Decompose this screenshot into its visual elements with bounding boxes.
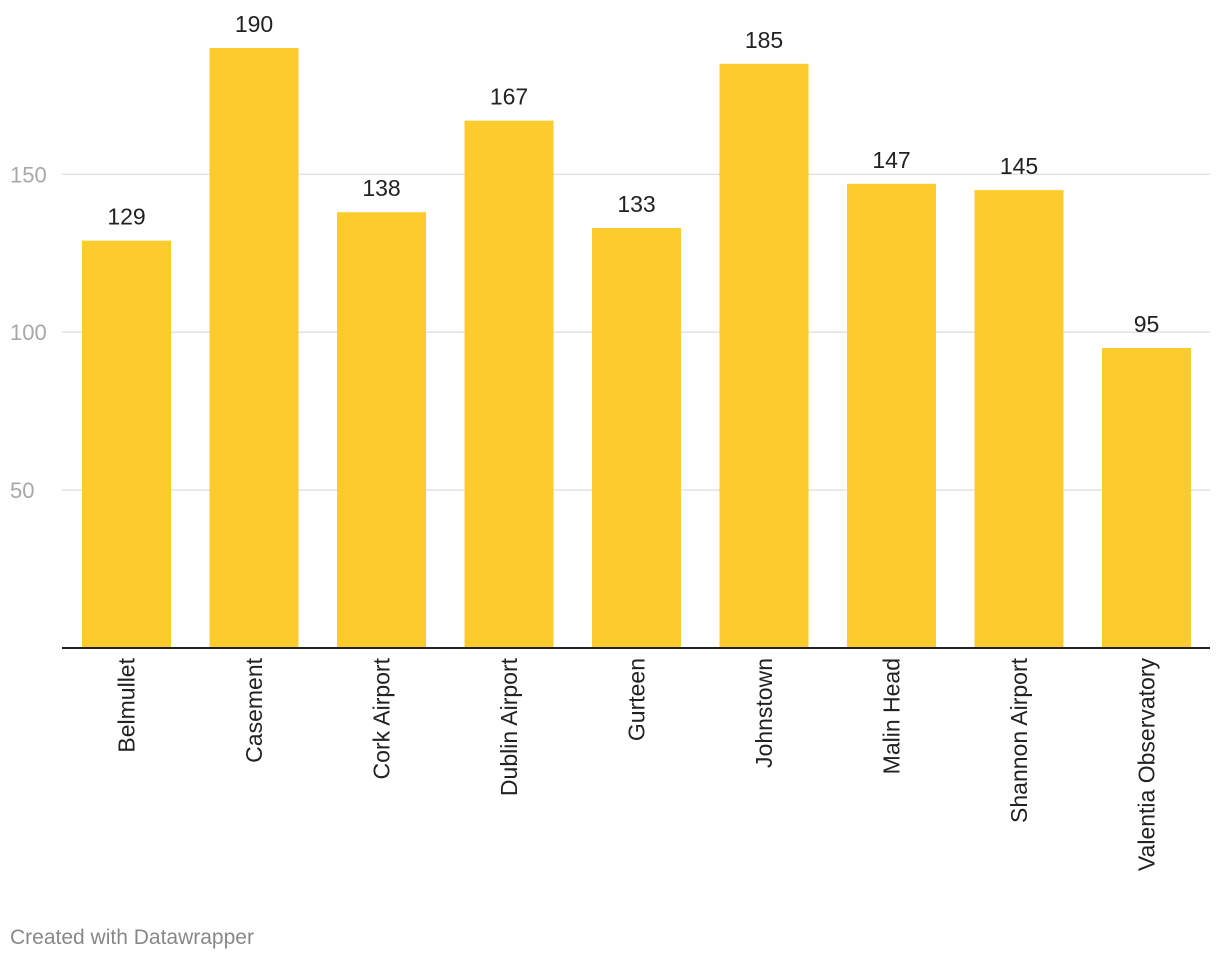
x-tick-label: Belmullet: [114, 657, 140, 752]
data-label: 145: [1000, 153, 1038, 179]
data-label: 95: [1134, 311, 1160, 337]
data-label: 133: [617, 191, 655, 217]
y-tick-label: 150: [10, 162, 47, 187]
data-label: 167: [490, 84, 528, 110]
x-tick-label: Valentia Observatory: [1134, 658, 1160, 872]
x-tick-label: Dublin Airport: [496, 657, 522, 796]
bar: [82, 240, 171, 648]
data-label: 190: [235, 11, 273, 37]
x-tick-label: Cork Airport: [369, 657, 395, 779]
bar: [464, 120, 554, 648]
data-label: 147: [872, 147, 910, 173]
x-tick-label: Gurteen: [624, 658, 650, 741]
bar: [974, 190, 1064, 648]
x-axis-labels: Belmullet Casement Cork Airport Dublin Airp…: [114, 657, 1160, 871]
x-tick-label: Johnstown: [751, 658, 777, 768]
x-tick-label: Shannon Airport: [1006, 657, 1032, 823]
data-label: 185: [745, 27, 783, 53]
y-tick-label: 100: [10, 320, 47, 345]
bars: [82, 48, 1191, 649]
x-tick-label: Malin Head: [879, 658, 905, 774]
data-label: 129: [107, 204, 145, 230]
y-tick-label: 50: [10, 478, 34, 503]
bar: [592, 228, 681, 648]
bar: [847, 183, 936, 648]
data-labels: 129 190 138 167 133 185 147 145 95: [107, 11, 1159, 337]
data-label: 138: [362, 175, 400, 201]
bar: [719, 63, 809, 648]
bar: [209, 48, 299, 648]
x-tick-label: Casement: [241, 657, 267, 762]
bar: [1102, 348, 1191, 648]
bar: [337, 212, 426, 649]
footer-credit: Created with Datawrapper: [10, 926, 254, 949]
